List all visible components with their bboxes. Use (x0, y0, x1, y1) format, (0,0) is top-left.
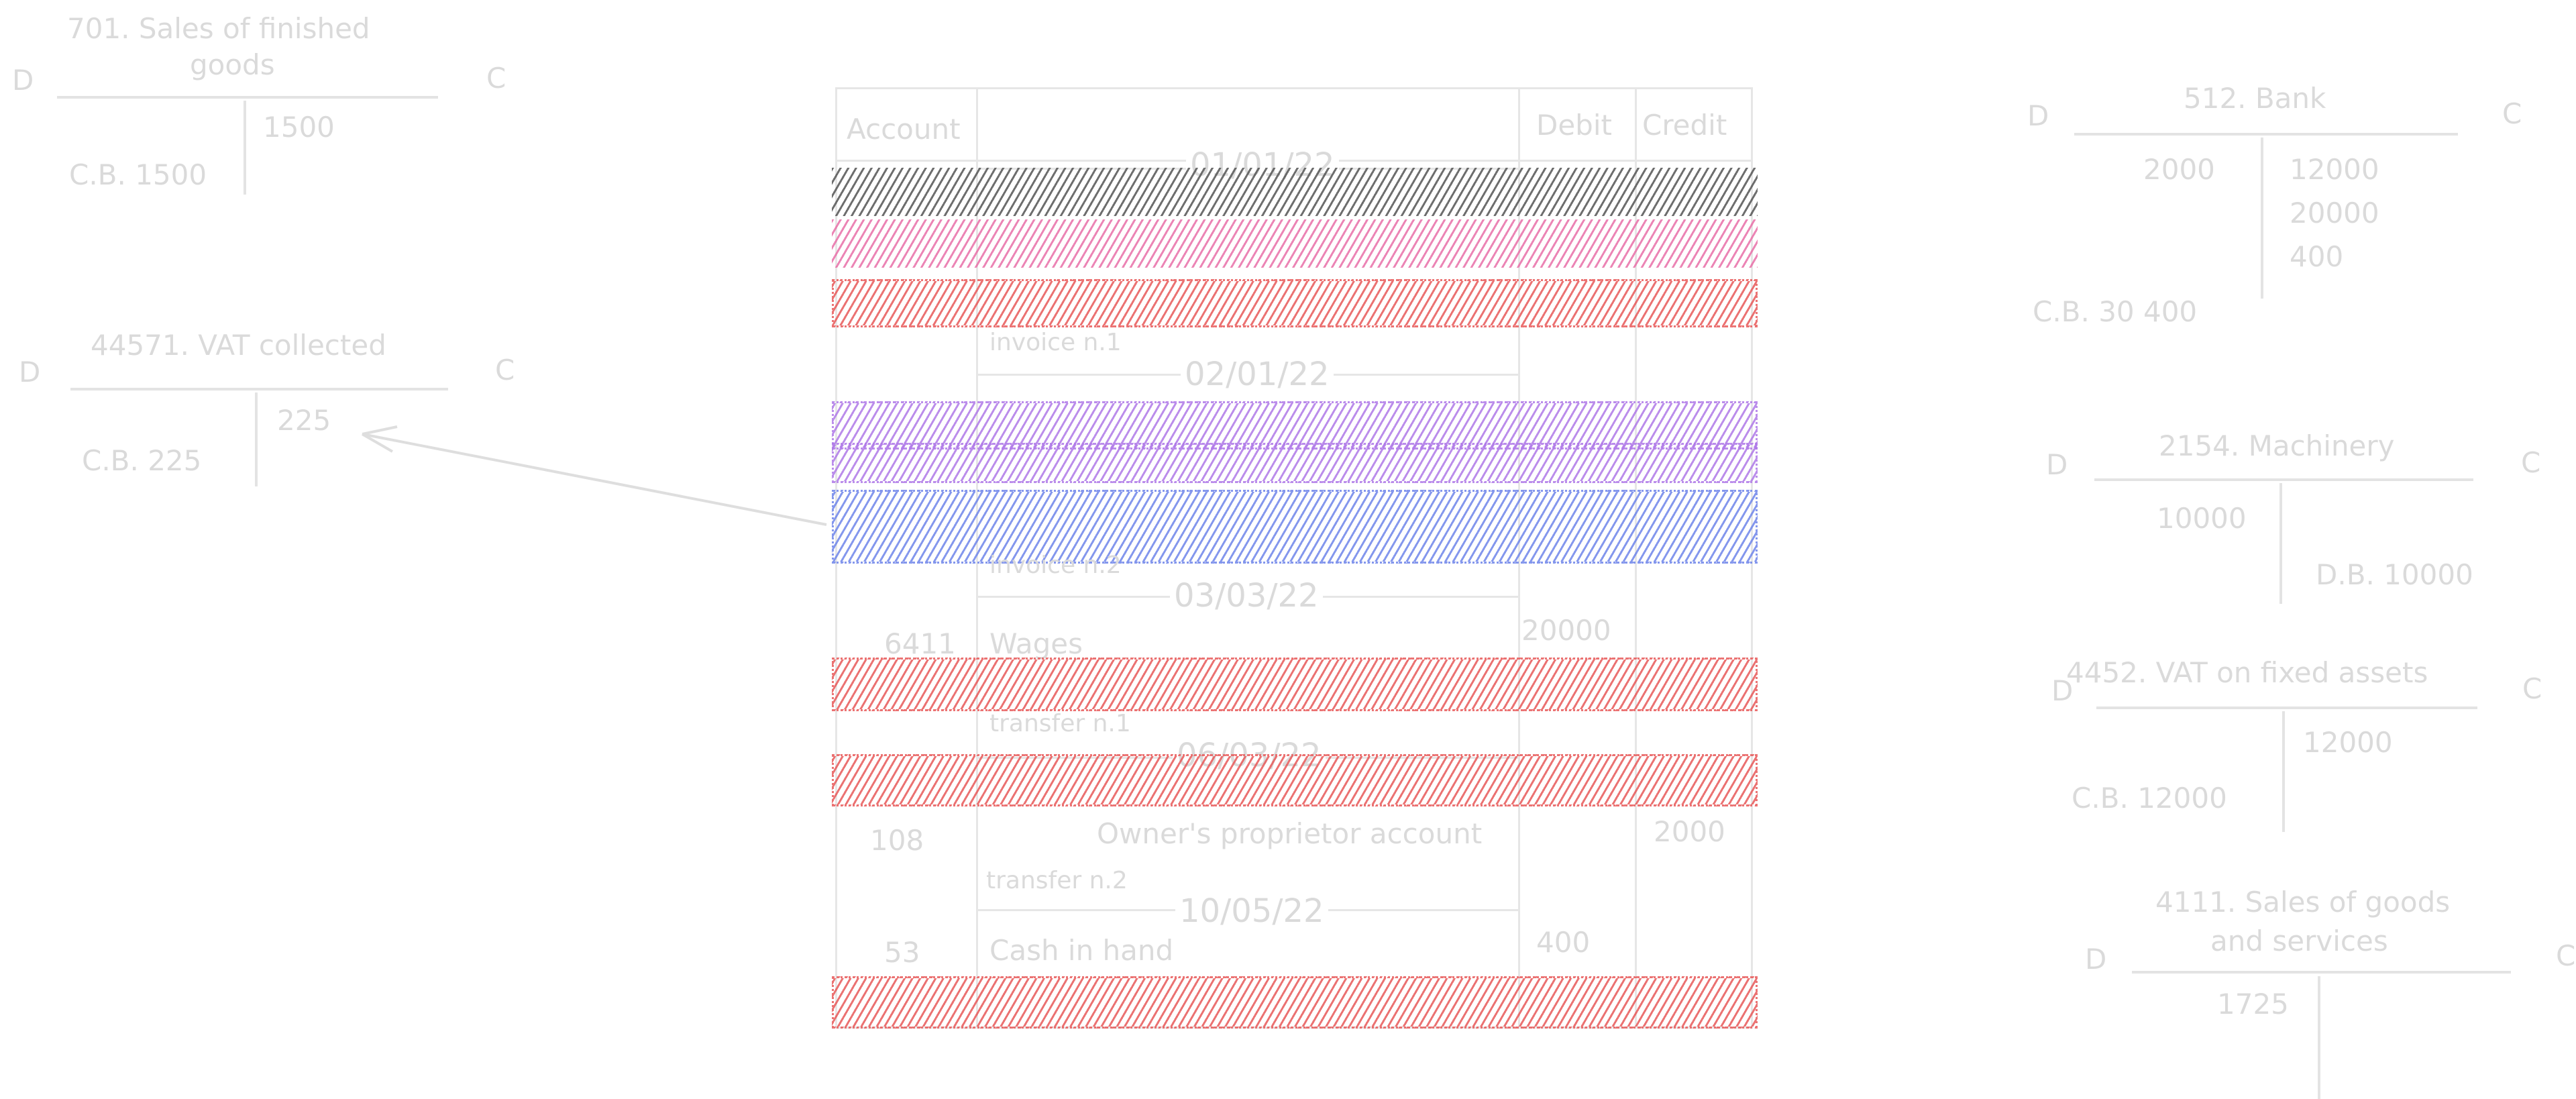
debit-entry: 10000 (2157, 502, 2247, 535)
credit-entry: 20000 (2290, 197, 2379, 229)
credit-marker: C (2502, 97, 2522, 130)
closing-balance: C.B. 225 (82, 444, 202, 477)
entry-date: 10/05/22 (1175, 892, 1328, 930)
credit-entry: 12000 (2290, 153, 2379, 186)
debit-marker: D (2085, 943, 2107, 976)
journal-row-hatched (832, 168, 1758, 216)
row-label: Cash in hand (989, 934, 1174, 967)
journal-row-hatched (832, 443, 1758, 483)
row-credit: 2000 (1654, 815, 1725, 848)
debit-marker: D (2051, 674, 2074, 707)
t-account-horizontal-line (2094, 478, 2473, 481)
journal-row-hatched (832, 279, 1758, 327)
t-account-vertical-line (2261, 138, 2263, 299)
row-label: Owner's proprietor account (1097, 817, 1483, 850)
t-account-vertical-line (2318, 976, 2320, 1099)
t-account-horizontal-line (2096, 706, 2477, 709)
credit-entry: 400 (2290, 240, 2344, 273)
journal-row-hatched (832, 658, 1758, 711)
closing-balance: C.B. 1500 (69, 158, 207, 191)
t-account-vertical-line (2279, 483, 2282, 604)
header-debit: Debit (1536, 109, 1612, 142)
t-account-title: 44571. VAT collected (91, 329, 386, 362)
credit-marker: C (2556, 939, 2576, 972)
credit-marker: C (2521, 446, 2541, 479)
journal-row-hatched (832, 754, 1758, 806)
debit-entry: 2000 (2143, 153, 2215, 186)
debit-entry: 1725 (2217, 988, 2289, 1020)
journal-row-hatched (832, 976, 1758, 1029)
t-account-horizontal-line (2132, 971, 2511, 974)
credit-marker: C (495, 354, 515, 386)
row-account: 6411 (884, 627, 956, 660)
entry-note: invoice n.1 (989, 329, 1122, 356)
t-account-title: 701. Sales of finished (67, 12, 370, 45)
row-debit: 20000 (1521, 614, 1611, 647)
credit-entry: 1500 (263, 111, 335, 144)
debit-marker: D (19, 356, 41, 388)
t-account-title: 4111. Sales of goods (2155, 886, 2451, 919)
t-account-title-line2: and services (2210, 925, 2388, 957)
entry-note: invoice n.2 (989, 552, 1122, 579)
entry-note: transfer n.1 (989, 710, 1131, 737)
t-account-vertical-line (255, 392, 258, 486)
debit-marker: D (2046, 448, 2068, 481)
entry-date: 02/01/22 (1181, 356, 1334, 393)
debit-marker: D (2027, 99, 2049, 132)
header-account: Account (847, 113, 961, 146)
credit-entry: 12000 (2303, 726, 2393, 759)
header-credit: Credit (1642, 109, 1727, 142)
credit-marker: C (486, 62, 506, 95)
entry-date: 03/03/22 (1170, 577, 1323, 615)
journal-top-border (835, 87, 1753, 89)
journal-row-hatched (832, 219, 1758, 268)
t-account-title-line2: goods (190, 48, 275, 81)
debit-marker: D (12, 64, 34, 97)
t-account-title: 4452. VAT on fixed assets (2066, 656, 2428, 689)
closing-balance: C.B. 30 400 (2033, 295, 2198, 328)
row-debit: 400 (1536, 926, 1591, 959)
row-label: Wages (989, 627, 1083, 660)
closing-balance: D.B. 10000 (2316, 558, 2473, 591)
row-account: 53 (884, 936, 920, 969)
journal-row-hatched (832, 490, 1758, 564)
t-account-horizontal-line (70, 388, 448, 390)
t-account-title: 512. Bank (2184, 82, 2326, 115)
row-account: 108 (870, 824, 924, 857)
t-account-horizontal-line (57, 96, 438, 99)
entry-note: transfer n.2 (986, 867, 1128, 894)
credit-entry: 225 (277, 404, 331, 437)
credit-marker: C (2522, 672, 2542, 705)
closing-balance: C.B. 12000 (2072, 782, 2227, 815)
t-account-horizontal-line (2074, 133, 2458, 136)
t-account-title: 2154. Machinery (2159, 429, 2395, 462)
t-account-vertical-line (244, 101, 246, 195)
t-account-vertical-line (2282, 711, 2285, 832)
